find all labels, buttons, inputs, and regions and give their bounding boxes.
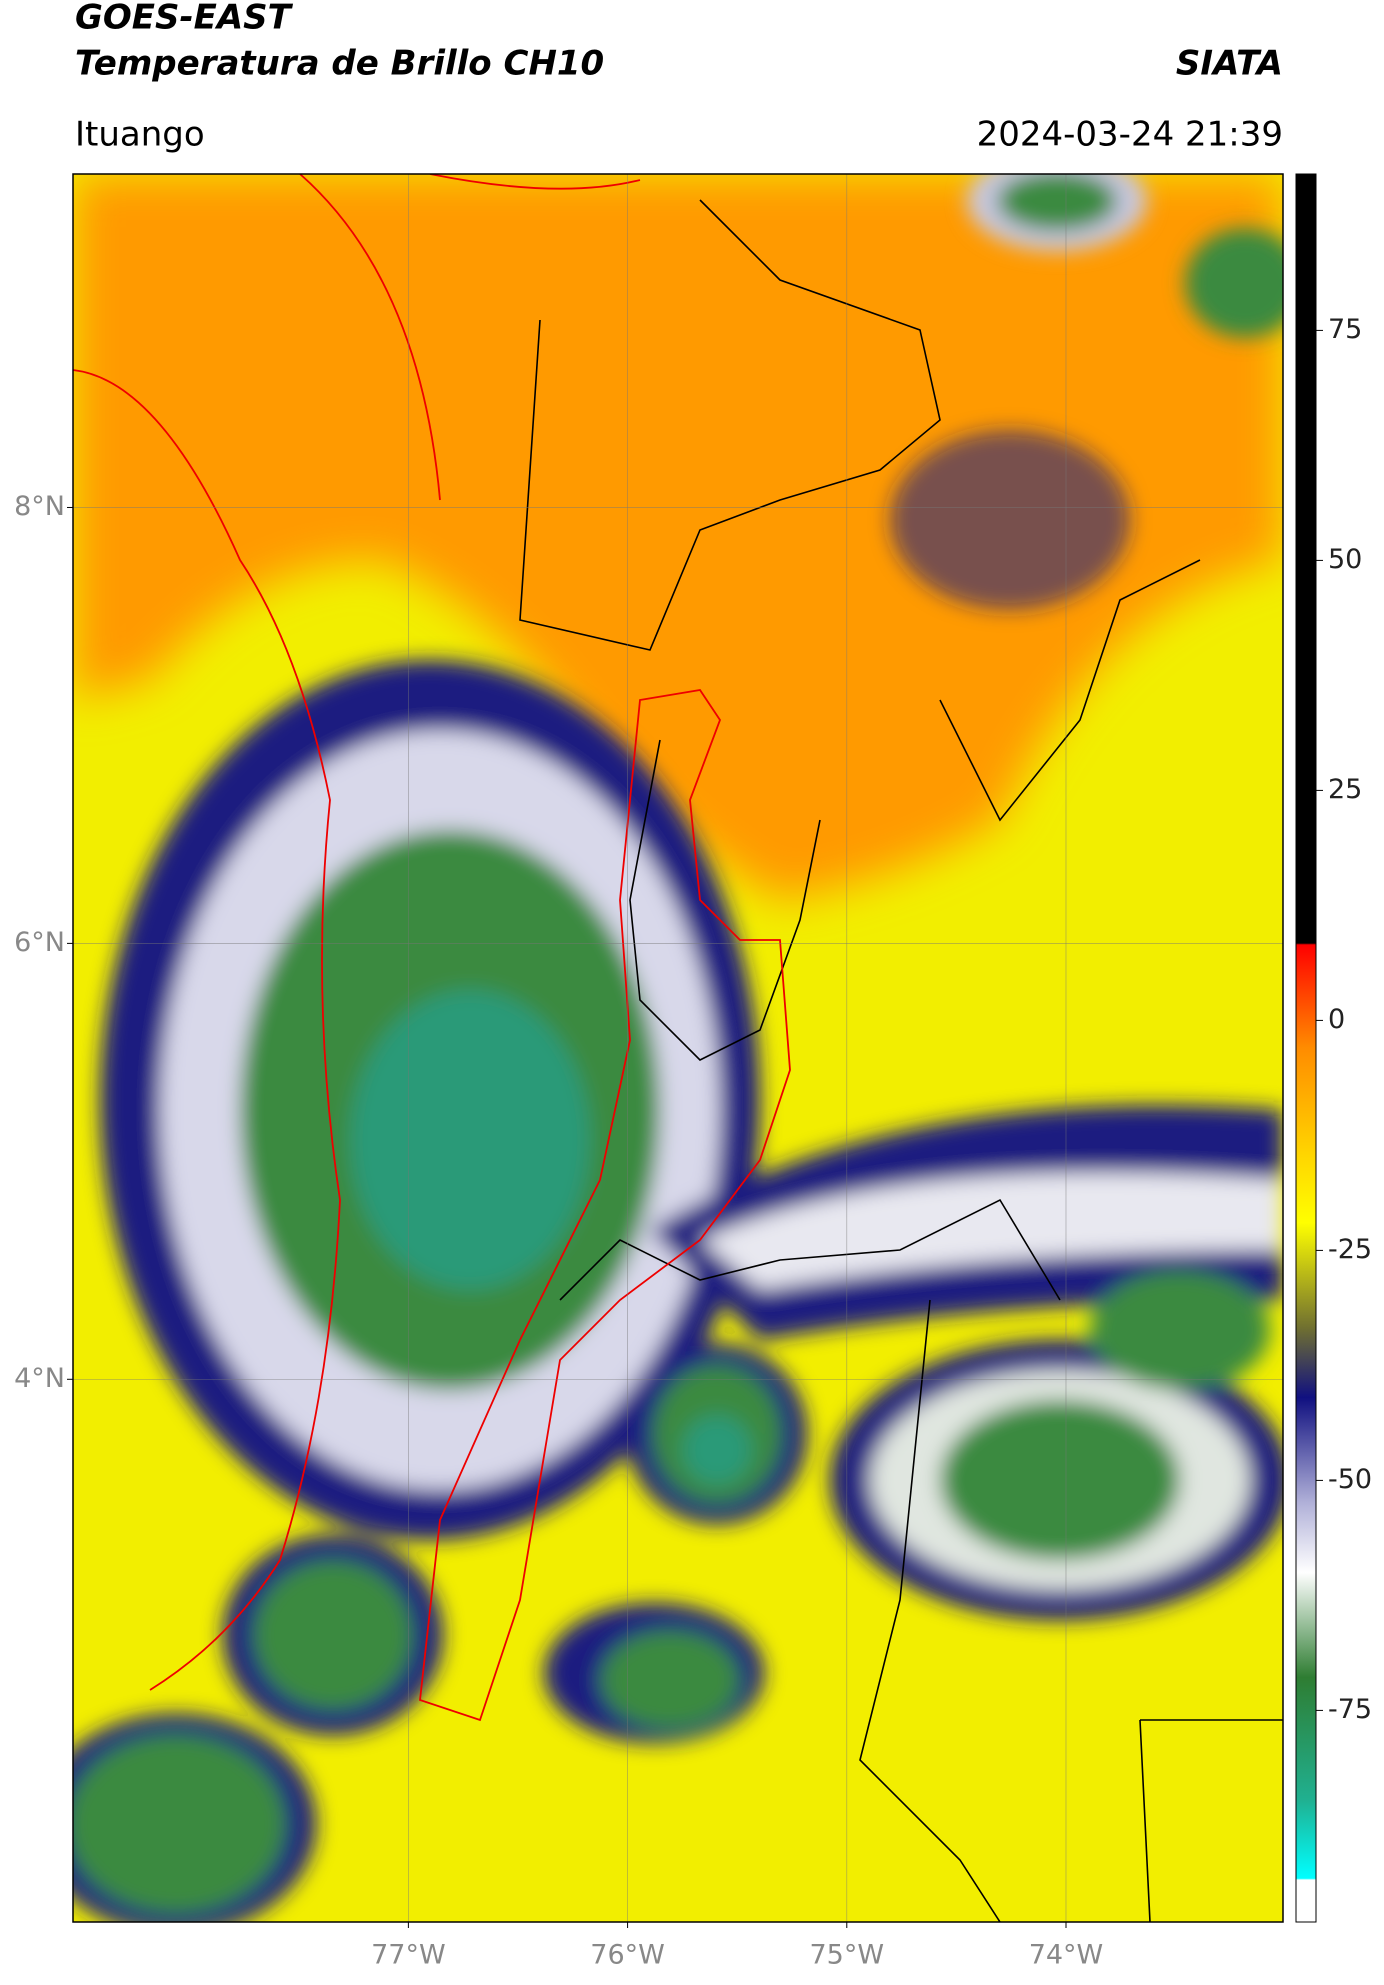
lat-label: 4°N	[14, 1363, 65, 1394]
location: Ituango	[75, 115, 205, 155]
title: GOES-EAST	[75, 0, 294, 38]
lon-label: 74°W	[1029, 1940, 1104, 1971]
colorbar-label: 75	[1328, 314, 1362, 345]
lat-label: 6°N	[14, 927, 65, 958]
map-frame	[72, 173, 1284, 1923]
lon-label: 75°W	[810, 1940, 885, 1971]
colorbar-label: -50	[1328, 1464, 1372, 1495]
colorbar-label: -75	[1328, 1694, 1372, 1725]
source: SIATA	[1176, 44, 1283, 84]
datetime: 2024-03-24 21:39	[977, 115, 1283, 155]
lon-label: 77°W	[371, 1940, 446, 1971]
colorbar-label: -25	[1328, 1234, 1372, 1265]
subtitle: Temperatura de Brillo CH10	[75, 44, 604, 84]
lon-label: 76°W	[590, 1940, 665, 1971]
colorbar-label: 25	[1328, 774, 1362, 805]
colorbar-label: 0	[1328, 1004, 1345, 1035]
colorbar	[1295, 173, 1317, 1923]
satellite-image	[73, 174, 1283, 1922]
graticule	[73, 174, 1283, 1922]
colorbar-label: 50	[1328, 544, 1362, 575]
lat-label: 8°N	[14, 491, 65, 522]
